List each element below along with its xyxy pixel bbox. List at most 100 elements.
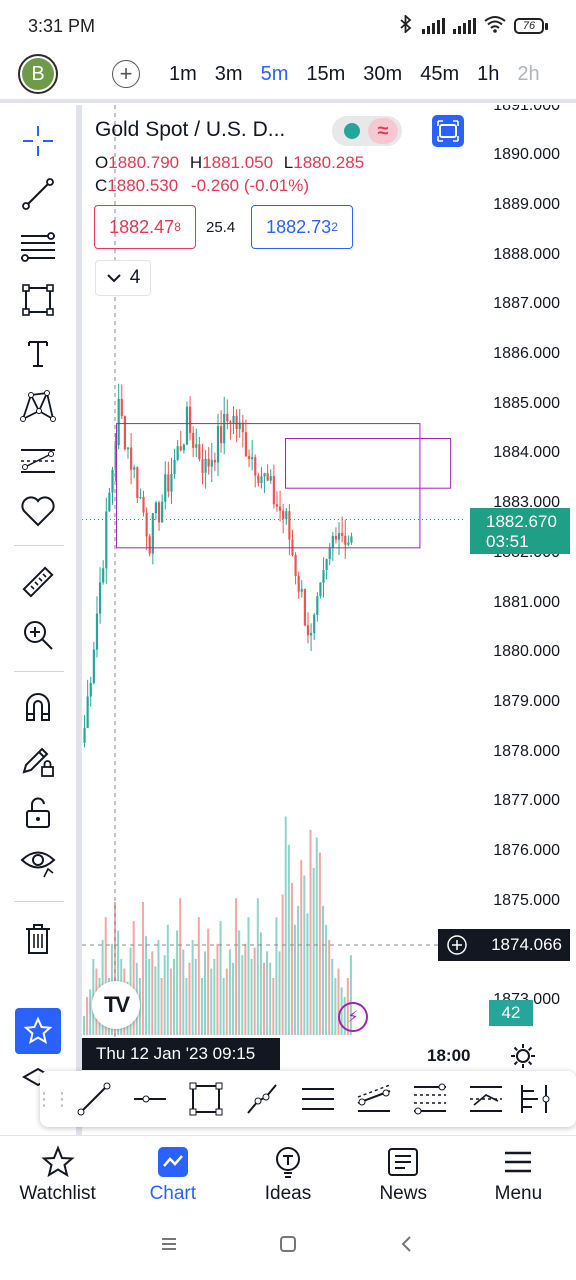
volume-bar	[337, 968, 340, 1035]
volume-bar	[154, 966, 157, 1035]
fullscreen-button[interactable]	[432, 115, 464, 147]
tradingview-logo-icon[interactable]: TV	[92, 981, 140, 1029]
home-icon[interactable]	[278, 1234, 298, 1259]
fib-retracement-icon[interactable]	[16, 225, 60, 269]
heart-icon[interactable]	[16, 490, 60, 534]
candle-body	[139, 497, 142, 499]
drag-handle-icon[interactable]: ⋮⋮	[35, 1088, 71, 1109]
volume-bar	[269, 962, 272, 1035]
volume-bar	[331, 959, 334, 1035]
favorites-star-button[interactable]	[15, 1008, 61, 1054]
rectangle-tool-icon[interactable]	[178, 1071, 234, 1127]
volume-bar	[315, 837, 318, 1035]
candle-body	[145, 512, 148, 537]
candle-body	[151, 513, 154, 554]
eye-icon[interactable]	[16, 840, 60, 884]
pattern-icon[interactable]	[16, 384, 60, 428]
back-icon[interactable]	[397, 1234, 417, 1259]
nav-ideas[interactable]: Ideas	[230, 1136, 345, 1213]
horizontal-ray-tool-icon[interactable]	[122, 1071, 178, 1127]
volume-bar	[89, 989, 92, 1035]
candle-body	[347, 542, 350, 545]
candle-body	[216, 426, 220, 463]
sell-button[interactable]: 1882.47 8	[94, 205, 196, 249]
candle-body	[126, 447, 130, 450]
interval-2h[interactable]: 2h	[517, 62, 540, 85]
regression-trend-tool-icon[interactable]	[346, 1071, 402, 1127]
crosshair-price-label[interactable]: 1874.066	[438, 929, 570, 961]
recents-icon[interactable]	[159, 1234, 179, 1259]
add-symbol-button[interactable]: +	[112, 60, 140, 88]
add-alert-icon	[447, 935, 467, 955]
interval-1h[interactable]: 1h	[477, 62, 500, 85]
gear-icon[interactable]	[510, 1043, 536, 1069]
price-tick: 1876.000	[493, 842, 560, 859]
volume-bar	[278, 951, 281, 1035]
candle-body	[95, 613, 99, 650]
volume-bar	[83, 1016, 85, 1035]
rectangle-icon[interactable]	[16, 278, 60, 322]
market-status-badge[interactable]: ≈	[332, 116, 402, 146]
unlock-icon[interactable]	[16, 791, 60, 835]
top-divider	[0, 99, 576, 103]
candle-body	[133, 467, 136, 470]
candle-body	[173, 459, 176, 475]
fib-retracement-tool-icon[interactable]	[402, 1071, 458, 1127]
lock-drawing-icon[interactable]	[16, 738, 60, 782]
volume-bar	[250, 959, 253, 1035]
price-tick: 1890.000	[493, 146, 560, 164]
fib-extension-tool-icon[interactable]	[458, 1071, 514, 1127]
interval-15m[interactable]: 15m	[306, 62, 346, 85]
volume-bar	[325, 924, 328, 1035]
buy-button[interactable]: 1882.73 2	[251, 205, 353, 249]
open-value: 1880.790	[108, 153, 180, 172]
volume-bar	[231, 962, 234, 1035]
volume-bar	[151, 951, 154, 1035]
symbol-title[interactable]: Gold Spot / U.S. D...	[95, 118, 286, 141]
chart-left-border	[76, 105, 82, 1135]
forecast-icon[interactable]	[16, 437, 60, 481]
interval-3m[interactable]: 3m	[214, 62, 243, 85]
trash-icon[interactable]	[16, 917, 60, 961]
crosshair-icon[interactable]	[16, 119, 60, 163]
delayed-data-icon: ≈	[368, 118, 398, 144]
candle-body	[176, 446, 179, 460]
volume-bar	[247, 917, 250, 1035]
nav-chart[interactable]: Chart	[115, 1136, 230, 1213]
candle-body	[238, 422, 241, 429]
price-tick: 1888.000	[493, 245, 560, 263]
avatar[interactable]: B	[18, 54, 58, 94]
nav-menu[interactable]: Menu	[461, 1136, 576, 1213]
nav-watchlist[interactable]: Watchlist	[0, 1136, 115, 1213]
interval-1m[interactable]: 1m	[169, 62, 197, 85]
star-icon	[23, 1016, 53, 1045]
path-tool-icon[interactable]	[234, 1071, 290, 1127]
candlestick-chart[interactable]	[82, 105, 576, 1135]
candle-body	[350, 536, 353, 543]
text-icon[interactable]	[16, 331, 60, 375]
interval-5m[interactable]: 5m	[260, 62, 289, 85]
candle-body	[291, 539, 294, 555]
ruler-icon[interactable]	[16, 560, 60, 604]
candle-body	[117, 398, 120, 446]
candle-body	[210, 459, 213, 467]
trend-line-icon[interactable]	[16, 172, 60, 216]
trend-line-tool-icon[interactable]	[66, 1071, 122, 1127]
zoom-in-icon[interactable]	[16, 613, 60, 657]
candle-body	[275, 504, 279, 507]
lightning-icon[interactable]: ⚡	[338, 1002, 368, 1032]
parallel-channel-tool-icon[interactable]	[290, 1071, 346, 1127]
price-axis[interactable]: 1891.000 1890.000 1889.000 1888.000 1887.000…	[466, 105, 576, 1065]
chart-area[interactable]: 1891.000 1890.000 1889.000 1888.000 1887.000…	[82, 105, 576, 1135]
candle-body	[316, 596, 319, 615]
volume-bar	[207, 928, 210, 1035]
drawing-toolbar: ⋮⋮	[35, 1071, 576, 1127]
interval-45m[interactable]: 45m	[420, 62, 460, 85]
long-position-tool-icon[interactable]	[514, 1071, 554, 1127]
interval-30m[interactable]: 30m	[363, 62, 403, 85]
volume-bar	[222, 978, 225, 1035]
indicators-collapse-button[interactable]: 4	[95, 260, 151, 296]
nav-news[interactable]: News	[346, 1136, 461, 1213]
toolbar-separator	[14, 901, 64, 902]
magnet-icon[interactable]	[16, 685, 60, 729]
